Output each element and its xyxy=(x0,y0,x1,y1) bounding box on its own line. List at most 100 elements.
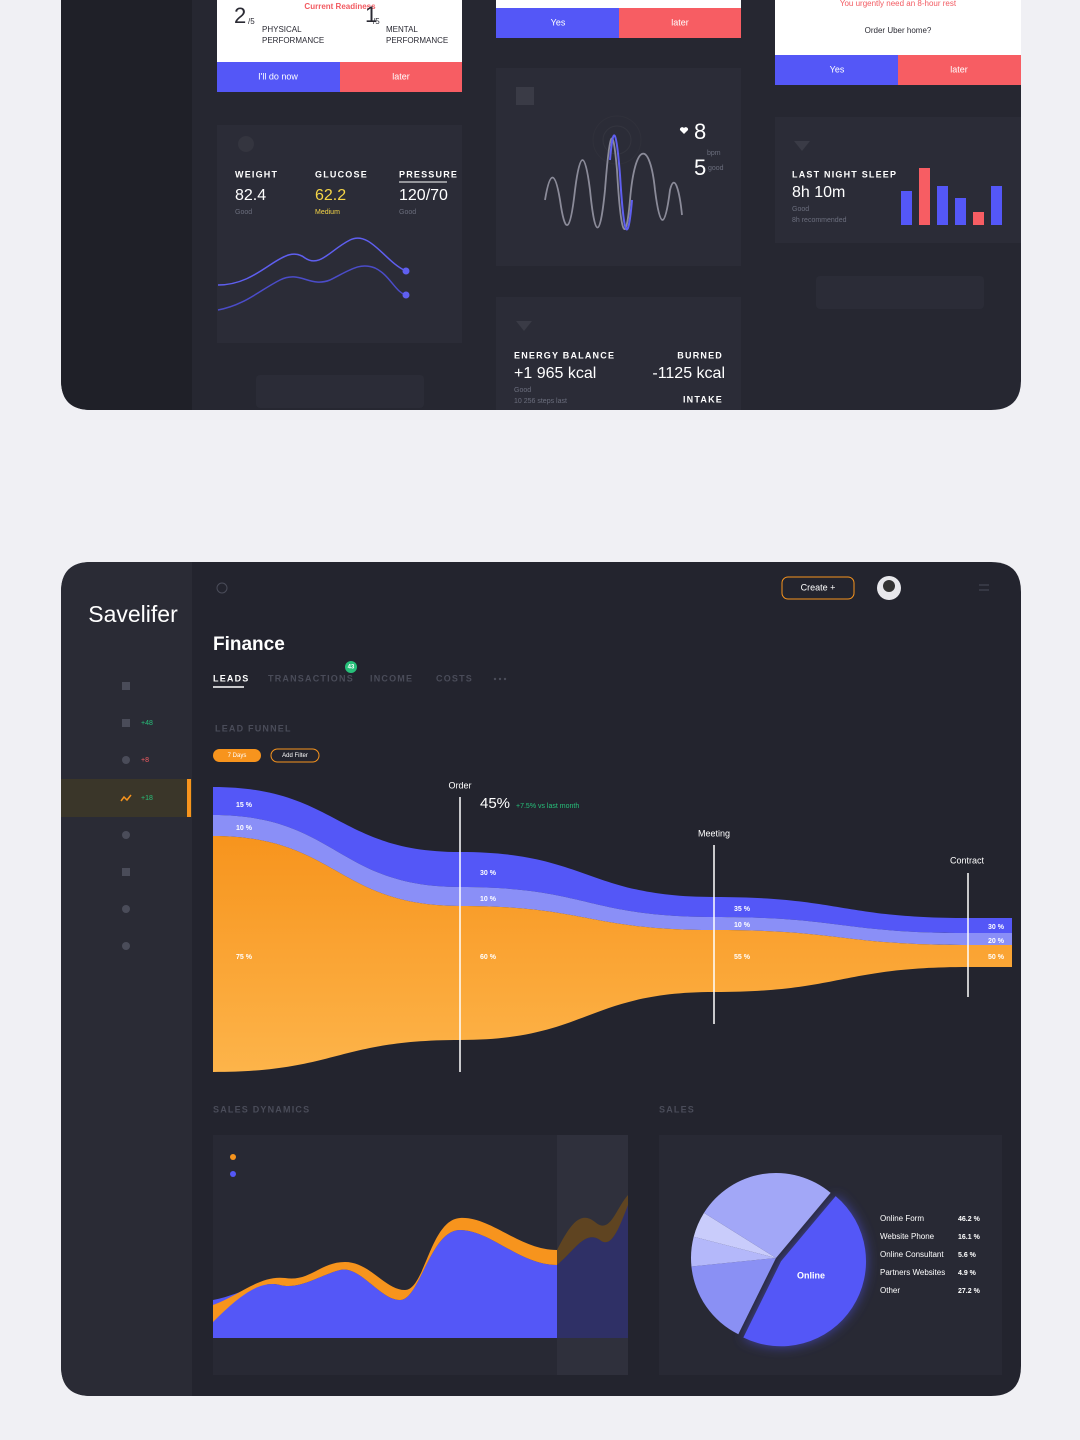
legend-value: 16.1 % xyxy=(958,1234,981,1241)
top-panel: Current Readiness 2 /5 PHYSICAL PERFORMA… xyxy=(61,0,1021,410)
funnel-band xyxy=(213,787,1012,933)
bar xyxy=(919,168,930,225)
icon xyxy=(516,87,534,105)
button[interactable]: Yes xyxy=(496,8,619,38)
button-bg xyxy=(217,62,340,92)
bar xyxy=(937,186,948,225)
change: +7.5% vs last month xyxy=(516,803,579,810)
button-bg xyxy=(340,62,462,92)
score: 2 xyxy=(234,3,246,28)
tab[interactable]: COSTS xyxy=(436,673,473,683)
button-outline xyxy=(781,576,855,600)
status: Medium xyxy=(315,209,340,216)
nav-icon[interactable] xyxy=(122,868,130,876)
card xyxy=(775,117,1021,243)
value: 82.4 xyxy=(235,187,266,204)
search-icon[interactable] xyxy=(216,582,228,594)
score-denominator: /5 xyxy=(248,17,255,26)
ghost-button xyxy=(816,276,984,309)
funnel-label: 75 % xyxy=(236,954,253,961)
nav-icons xyxy=(120,682,132,950)
funnel-band xyxy=(213,836,1012,1072)
bar xyxy=(991,186,1002,225)
create-button[interactable]: Create + xyxy=(781,576,855,600)
legend-value: 46.2 % xyxy=(958,1216,981,1223)
filter-label: Add Filter xyxy=(282,753,308,759)
button[interactable]: later xyxy=(898,55,1021,85)
pie-slice xyxy=(691,1258,776,1335)
bottom-panel: +48 +8 +18 Savelifer Create + Finance LE… xyxy=(61,562,1021,1396)
section-title: SALES DYNAMICS xyxy=(213,1104,310,1114)
menu-icon[interactable] xyxy=(979,584,989,591)
area xyxy=(557,1200,628,1338)
nav-icon[interactable] xyxy=(122,682,130,690)
button-bg xyxy=(619,8,741,38)
nav-icon[interactable] xyxy=(122,719,130,727)
status: Good xyxy=(514,387,531,394)
value: 62.2 xyxy=(315,187,346,204)
button[interactable]: I'll do now xyxy=(217,62,340,92)
tab[interactable]: INCOME xyxy=(370,673,413,683)
funnel-label: 30 % xyxy=(988,924,1005,931)
value: +1 965 kcal xyxy=(514,365,596,382)
filter-bg xyxy=(213,749,261,762)
icon xyxy=(516,321,532,331)
button-label: later xyxy=(950,64,968,74)
status: Good xyxy=(399,209,416,216)
funnel-label: 55 % xyxy=(734,954,751,961)
pie-slice xyxy=(693,1212,776,1258)
filter[interactable]: Add Filter xyxy=(270,748,320,763)
funnel-label: 60 % xyxy=(480,954,497,961)
legend-name: Online Consultant xyxy=(880,1250,944,1259)
avatar-face xyxy=(883,580,895,592)
nav-icon[interactable] xyxy=(122,756,130,764)
card xyxy=(496,297,741,410)
more-icon[interactable] xyxy=(493,677,507,681)
bar xyxy=(973,212,984,225)
label: PHYSICAL xyxy=(262,25,302,34)
button[interactable]: later xyxy=(340,62,462,92)
button[interactable]: Yes xyxy=(775,55,898,85)
value: -1125 kcal xyxy=(652,365,725,382)
label: ENERGY BALANCE xyxy=(514,350,615,360)
unit: bpm xyxy=(707,150,721,157)
dot xyxy=(493,677,497,681)
funnel xyxy=(213,787,1012,1072)
bar xyxy=(901,191,912,225)
question: Order Uber home? xyxy=(865,26,932,35)
tab[interactable]: LEADS xyxy=(213,673,250,683)
note: 8h recommended xyxy=(792,217,847,224)
funnel-label: 20 % xyxy=(988,938,1005,945)
nav-icon[interactable] xyxy=(122,942,130,950)
label: INTAKE xyxy=(683,394,723,404)
heart-icon xyxy=(679,127,689,134)
section-title: SALES xyxy=(659,1104,695,1114)
legend-value: 5.6 % xyxy=(958,1252,977,1259)
icon xyxy=(794,141,810,151)
nav-icon[interactable] xyxy=(122,905,130,913)
legend-name: Partners Websites xyxy=(880,1268,945,1277)
trend-line xyxy=(217,237,407,286)
headline: 45% xyxy=(480,795,510,812)
funnel-label: 15 % xyxy=(236,802,253,809)
pie-slice xyxy=(703,1173,831,1258)
label: PRESSURE xyxy=(399,169,458,179)
legend-name: Other xyxy=(880,1286,900,1295)
nav-icon[interactable] xyxy=(120,794,132,802)
button[interactable]: later xyxy=(619,8,741,38)
active-indicator xyxy=(187,779,191,817)
status: Good xyxy=(235,209,252,216)
sidebar xyxy=(61,562,192,1396)
legend-name: Online Form xyxy=(880,1214,924,1223)
nav-badge: +48 xyxy=(141,720,153,727)
ghost-button xyxy=(256,375,424,408)
dot xyxy=(402,291,410,299)
icon xyxy=(238,136,254,152)
nav-icon[interactable] xyxy=(122,831,130,839)
label: PERFORMANCE xyxy=(386,36,448,45)
card-title: Current Readiness xyxy=(304,2,376,11)
filter[interactable]: 7 Days xyxy=(213,749,261,762)
tab[interactable]: TRANSACTIONS xyxy=(268,673,354,683)
stage-name: Order xyxy=(448,780,471,790)
